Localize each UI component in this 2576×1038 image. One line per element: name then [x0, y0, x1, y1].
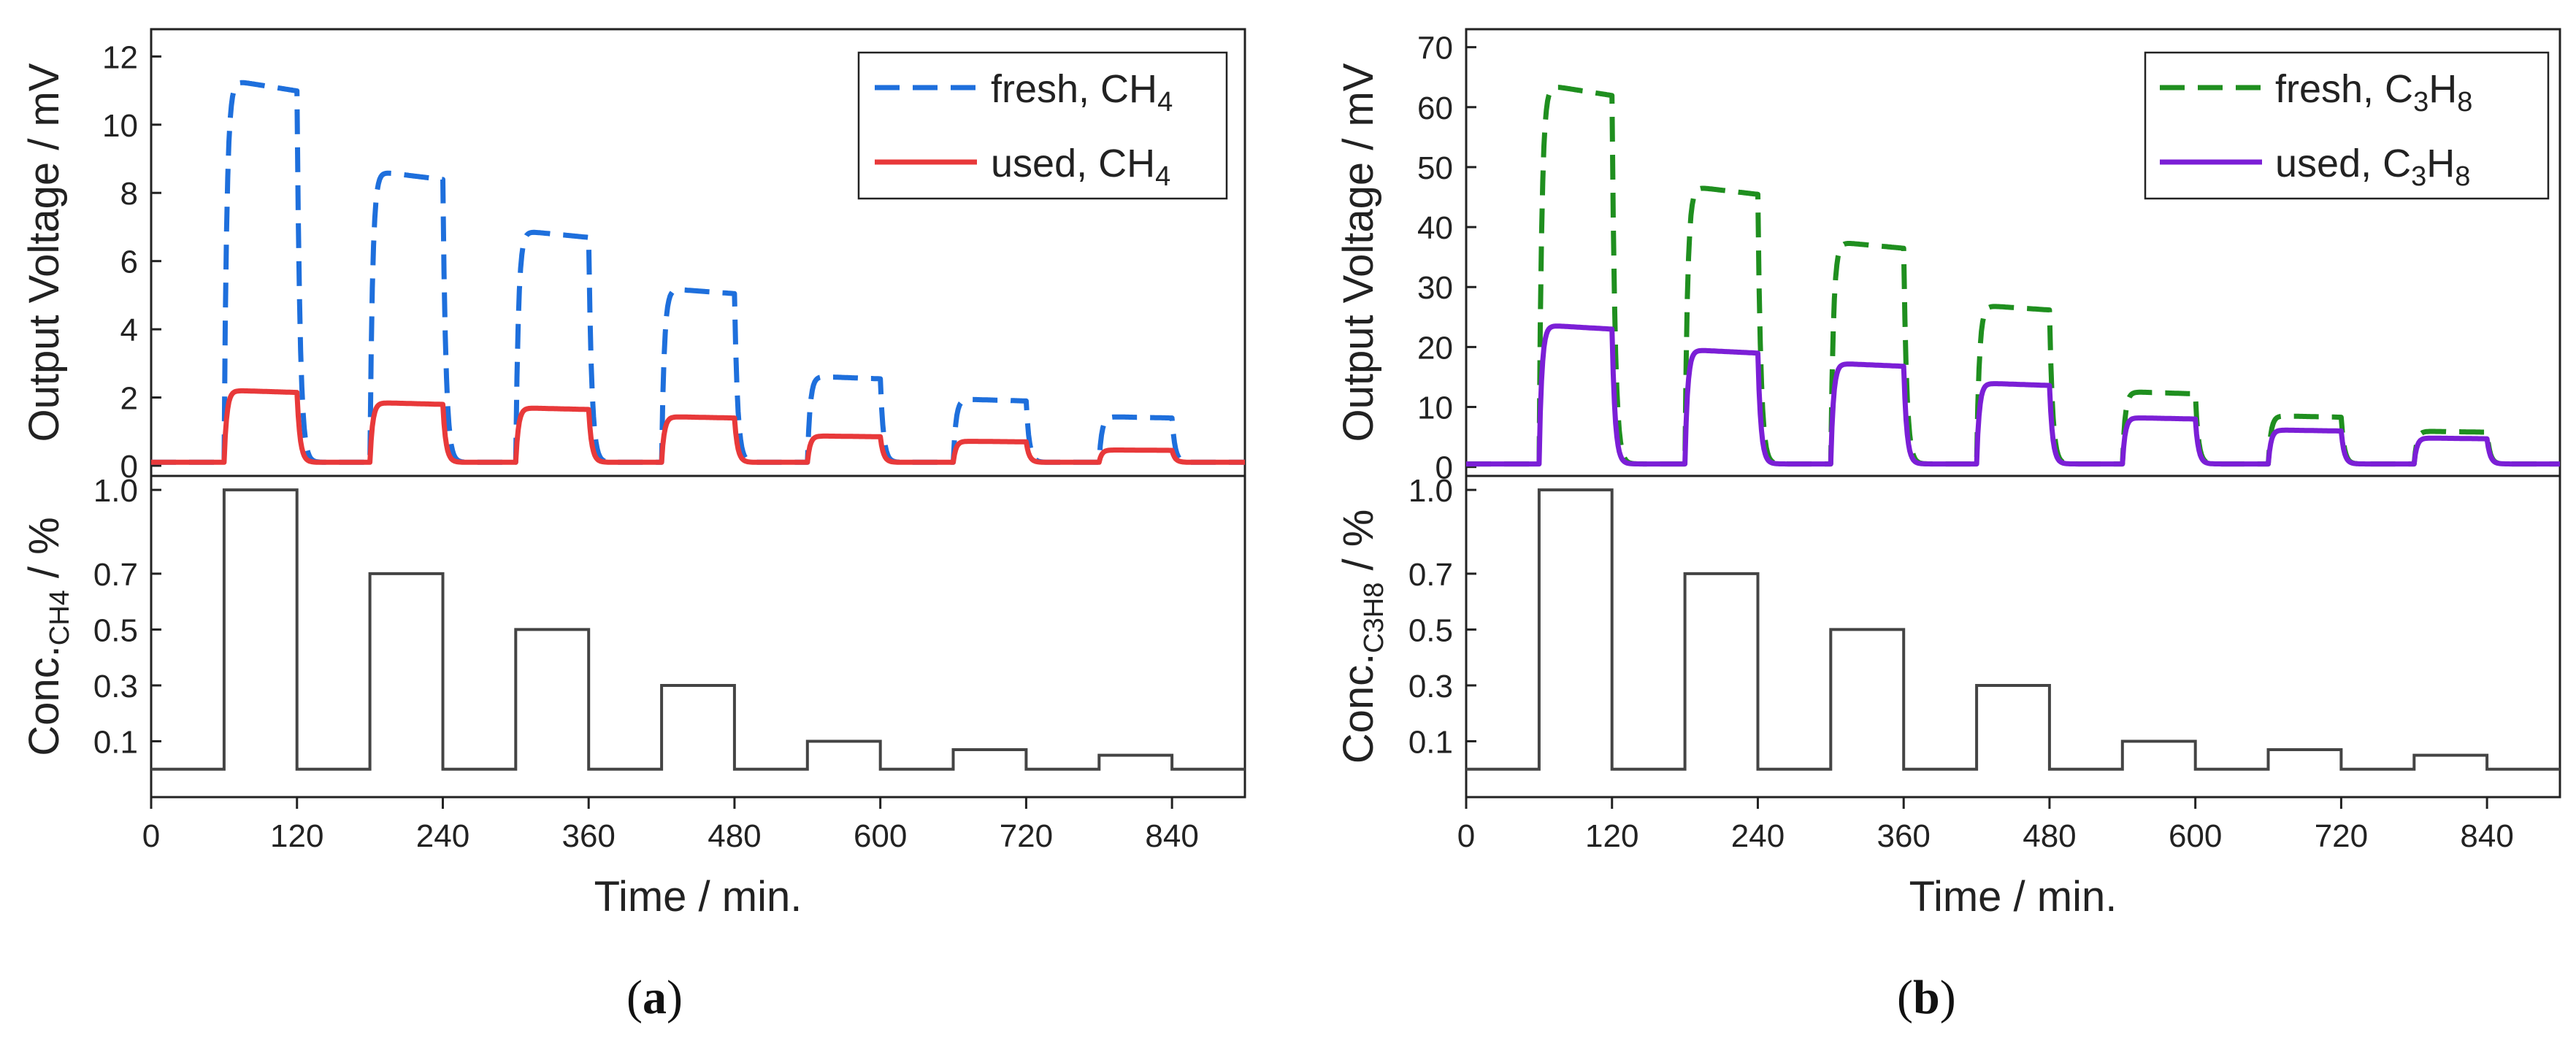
y-tick-label: 2 — [120, 381, 138, 417]
x-tick-label: 720 — [2315, 818, 2368, 854]
panel-a-bottom-y-ticks: 0.1 0.3 0.5 0.7 1.0 — [93, 473, 161, 760]
y-tick-label: 0.3 — [1408, 669, 1453, 704]
y-tick-label: 10 — [102, 108, 138, 144]
y-tick-label: 0.7 — [1408, 557, 1453, 593]
panel-b-top-ylabel: Output Voltage / mV — [1335, 63, 1382, 442]
y-tick-label: 4 — [120, 312, 138, 348]
x-tick-label: 480 — [2023, 818, 2076, 854]
concentration-step-line — [1466, 488, 2560, 771]
y-tick-label: 0.1 — [93, 724, 138, 760]
y-tick-label: 12 — [102, 39, 138, 75]
y-tick-label: 1.0 — [93, 473, 138, 509]
x-tick-label: 0 — [1457, 818, 1475, 854]
panel-b-xlabel: Time / min. — [1909, 873, 2117, 920]
x-tick-label: 0 — [142, 818, 160, 854]
panel-a-top-y-ticks: 0 2 4 6 8 10 12 — [102, 39, 161, 485]
series-line-fresh-ch4 — [150, 80, 1246, 465]
x-tick-label: 840 — [2460, 818, 2513, 854]
legend-used-ch4-label: used, CH4 — [991, 142, 1170, 192]
y-tick-label: 0.3 — [93, 669, 138, 704]
y-tick-label: 0.7 — [93, 557, 138, 593]
series-line-used-ch4 — [150, 388, 1246, 465]
panel-b-legend-box — [2144, 51, 2550, 200]
x-tick-label: 360 — [1877, 818, 1930, 854]
y-tick-label: 0.5 — [93, 612, 138, 648]
panel-a-bottom-frame — [150, 474, 1246, 799]
panel-a-x-ticks: 0 120 240 360 480 600 720 840 — [142, 797, 1199, 854]
x-tick-label: 120 — [1585, 818, 1638, 854]
panel-b-label: (b) — [1897, 971, 1956, 1024]
panel-a-label: (a) — [626, 971, 683, 1024]
panel-a-top-series — [150, 80, 1246, 465]
panel-a-legend: fresh, CH4 used, CH4 — [857, 51, 1228, 200]
x-tick-label: 480 — [708, 818, 761, 854]
legend-fresh-ch4-label: fresh, CH4 — [991, 67, 1173, 118]
y-tick-label: 1.0 — [1408, 473, 1453, 509]
panel-b-legend: fresh, C3H8 used, C3H8 — [2144, 51, 2550, 200]
y-tick-label: 70 — [1417, 31, 1453, 66]
panel-b-bottom-y-ticks: 0.1 0.3 0.5 0.7 1.0 — [1408, 473, 1476, 760]
panel-a-bottom-series — [151, 488, 1245, 771]
concentration-step-line — [151, 488, 1245, 771]
y-tick-label: 10 — [1417, 391, 1453, 426]
panel-a-bottom-ylabel: Conc.CH4 / % — [20, 517, 75, 756]
panel-b-bottom-series — [1466, 488, 2560, 771]
y-tick-label: 50 — [1417, 150, 1453, 186]
panel-a-legend-box — [857, 51, 1228, 200]
panel-b-bottom-ylabel: Conc.C3H8 / % — [1335, 510, 1389, 764]
panel-b-top-y-ticks: 0 10 20 30 40 50 60 70 — [1417, 31, 1476, 486]
x-tick-label: 360 — [561, 818, 615, 854]
panel-a-xlabel: Time / min. — [594, 873, 802, 920]
y-tick-label: 30 — [1417, 270, 1453, 306]
y-tick-label: 6 — [120, 245, 138, 280]
x-tick-label: 600 — [2169, 818, 2222, 854]
panel-b-top-series — [1465, 85, 2561, 467]
x-tick-label: 600 — [854, 818, 907, 854]
y-tick-label: 8 — [120, 176, 138, 212]
legend-fresh-c3h8-label: fresh, C3H8 — [2275, 67, 2472, 118]
panel-a: 0 2 4 6 8 10 12 fresh, CH4 used, CH4 Output Vo… — [20, 28, 1246, 1024]
series-line-used-c3h8 — [1465, 323, 2561, 467]
panel-b-x-ticks: 0 120 240 360 480 600 720 840 — [1457, 797, 2514, 854]
x-tick-label: 240 — [416, 818, 469, 854]
legend-used-c3h8-label: used, C3H8 — [2275, 142, 2470, 192]
y-tick-label: 40 — [1417, 210, 1453, 246]
panel-b: 0 10 20 30 40 50 60 70 fresh, C3H8 used, C3H8 O… — [1335, 28, 2561, 1024]
x-tick-label: 720 — [1000, 818, 1053, 854]
x-tick-label: 120 — [270, 818, 323, 854]
y-tick-label: 20 — [1417, 330, 1453, 366]
y-tick-label: 60 — [1417, 91, 1453, 126]
x-tick-label: 240 — [1731, 818, 1785, 854]
y-tick-label: 0.1 — [1408, 724, 1453, 760]
y-tick-label: 0 — [120, 449, 138, 485]
x-tick-label: 840 — [1145, 818, 1198, 854]
panel-b-bottom-frame — [1465, 474, 2561, 799]
y-tick-label: 0 — [1435, 450, 1453, 486]
panel-a-top-ylabel: Output Voltage / mV — [20, 63, 68, 442]
y-tick-label: 0.5 — [1408, 612, 1453, 648]
